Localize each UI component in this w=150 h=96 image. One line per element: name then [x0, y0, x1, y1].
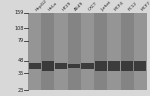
Text: 23: 23 [17, 87, 24, 93]
Bar [28, 13, 147, 90]
Bar [121, 13, 134, 90]
Bar [41, 13, 54, 90]
Bar [42, 61, 54, 71]
Text: MCF4: MCF4 [114, 1, 125, 12]
Text: A549: A549 [74, 1, 85, 12]
Bar [107, 13, 121, 90]
Bar [28, 63, 41, 69]
Text: HT29: HT29 [61, 1, 72, 12]
Bar [81, 63, 94, 69]
Bar [134, 61, 146, 71]
Text: MCF7: MCF7 [140, 1, 150, 12]
Bar [54, 13, 68, 90]
Text: 35: 35 [17, 71, 24, 76]
Bar [28, 13, 41, 90]
Text: 159: 159 [14, 10, 24, 15]
Bar [94, 13, 107, 90]
Bar [81, 13, 94, 90]
Bar [134, 13, 147, 90]
Bar [68, 64, 80, 68]
Text: HepG2: HepG2 [35, 0, 48, 12]
Text: 108: 108 [14, 26, 24, 31]
Text: PC12: PC12 [127, 1, 138, 12]
Bar [121, 61, 133, 71]
Bar [55, 63, 67, 69]
Text: 79: 79 [17, 38, 24, 43]
Text: Jurkat: Jurkat [101, 0, 112, 12]
Text: 48: 48 [17, 58, 24, 63]
Text: HeLa: HeLa [48, 1, 58, 12]
Bar [95, 61, 107, 71]
Text: CXCT: CXCT [87, 1, 98, 12]
Bar [68, 13, 81, 90]
Bar [108, 61, 120, 71]
